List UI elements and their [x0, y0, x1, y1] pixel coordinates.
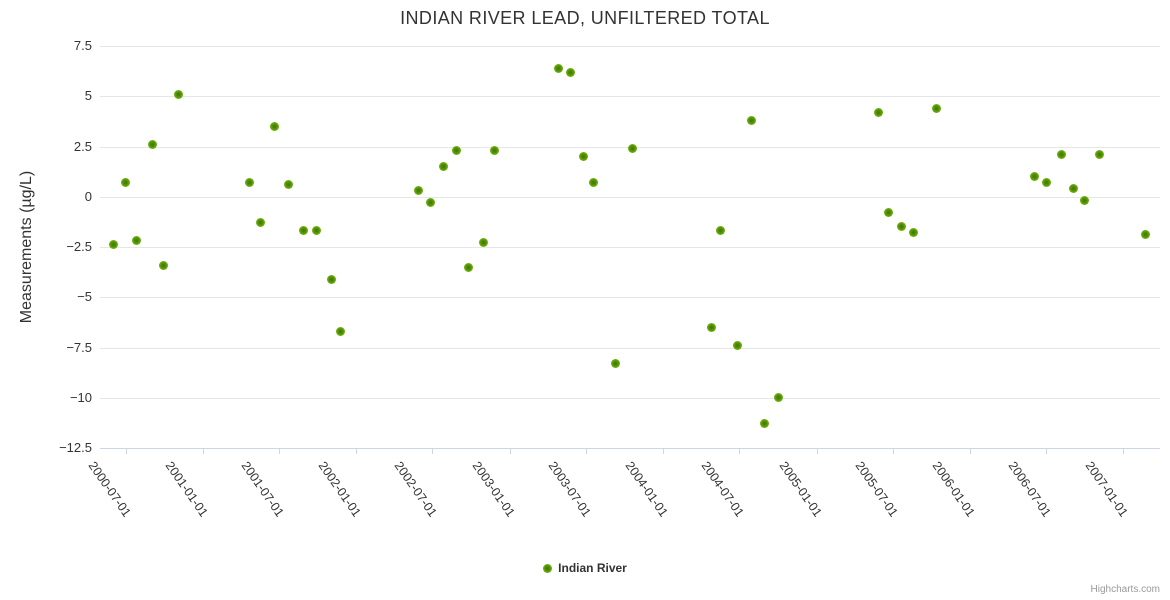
x-axis-label: 2004-01-01 — [622, 459, 671, 520]
data-point[interactable] — [108, 240, 118, 250]
x-axis-tick — [1046, 448, 1048, 454]
data-point[interactable] — [439, 162, 449, 172]
data-point[interactable] — [873, 107, 883, 117]
data-point[interactable] — [733, 340, 743, 350]
x-axis-tick — [892, 448, 894, 454]
x-axis-label: 2003-01-01 — [469, 459, 518, 520]
data-point[interactable] — [707, 322, 717, 332]
y-axis-label: 2.5 — [73, 138, 92, 154]
data-point[interactable] — [336, 326, 346, 336]
x-axis-label: 2000-07-01 — [85, 459, 134, 520]
data-point[interactable] — [566, 67, 576, 77]
data-point[interactable] — [1069, 184, 1079, 194]
x-axis-line — [100, 448, 1160, 449]
data-point[interactable] — [121, 178, 131, 188]
data-point[interactable] — [1030, 172, 1040, 182]
x-axis-tick — [662, 448, 664, 454]
data-point[interactable] — [884, 208, 894, 218]
data-point[interactable] — [897, 222, 907, 232]
x-axis-label: 2002-01-01 — [315, 459, 364, 520]
data-point[interactable] — [716, 226, 726, 236]
x-axis-label: 2007-01-01 — [1082, 459, 1132, 520]
y-axis-label: 7.5 — [73, 38, 92, 53]
legend-item-indian-river[interactable]: Indian River — [543, 561, 627, 575]
data-point[interactable] — [327, 274, 337, 284]
legend: Indian River — [0, 561, 1170, 575]
x-axis-label: 2005-01-01 — [776, 459, 825, 520]
gridline — [100, 196, 1160, 198]
gridline — [100, 347, 1160, 349]
x-axis-label: 2004-07-01 — [698, 459, 748, 520]
data-point[interactable] — [452, 146, 462, 156]
data-point[interactable] — [270, 121, 280, 131]
data-point[interactable] — [478, 238, 488, 248]
data-point[interactable] — [255, 218, 265, 228]
data-point[interactable] — [173, 89, 183, 99]
data-point[interactable] — [132, 236, 142, 246]
x-axis-tick — [125, 448, 127, 454]
data-point[interactable] — [489, 146, 499, 156]
gridline — [100, 96, 1160, 98]
x-axis-label: 2001-07-01 — [238, 459, 287, 520]
data-point[interactable] — [589, 178, 599, 188]
gridline — [100, 297, 1160, 299]
x-axis-tick — [432, 448, 434, 454]
y-axis-label: −12.5 — [59, 440, 92, 455]
gridline — [100, 397, 1160, 399]
data-point[interactable] — [1095, 150, 1104, 160]
data-point[interactable] — [245, 178, 255, 188]
gridline — [100, 46, 1160, 47]
data-point[interactable] — [463, 262, 473, 272]
series-marker-icon — [543, 563, 553, 573]
x-axis-label: 2002-07-01 — [391, 459, 440, 520]
data-point[interactable] — [426, 198, 436, 208]
y-axis-label: 0 — [84, 188, 92, 204]
y-axis-label: −2.5 — [66, 239, 92, 254]
data-point[interactable] — [610, 359, 620, 369]
data-point[interactable] — [413, 186, 423, 196]
y-axis-label: −10 — [69, 389, 92, 405]
x-axis-tick — [739, 448, 741, 454]
x-axis-tick — [509, 448, 511, 454]
data-point[interactable] — [284, 180, 294, 190]
gridline — [100, 247, 1160, 248]
x-axis-tick — [585, 448, 587, 454]
data-point[interactable] — [909, 228, 919, 238]
x-axis-label: 2001-01-01 — [162, 459, 211, 520]
data-point[interactable] — [1042, 178, 1052, 188]
chart-title: INDIAN RIVER LEAD, UNFILTERED TOTAL — [400, 8, 770, 28]
data-point[interactable] — [628, 144, 638, 153]
x-axis-label: 2006-01-01 — [929, 459, 978, 520]
data-point[interactable] — [1080, 196, 1090, 206]
x-axis-label: 2006-07-01 — [1005, 459, 1054, 520]
x-axis-tick — [1123, 448, 1125, 454]
y-axis-label: −7.5 — [66, 339, 92, 355]
data-point[interactable] — [931, 103, 941, 113]
data-point[interactable] — [760, 419, 770, 429]
x-axis-label: 2005-07-01 — [852, 459, 901, 520]
x-axis-tick — [356, 448, 358, 454]
y-axis-label: −5 — [77, 289, 92, 305]
legend-label: Indian River — [558, 561, 627, 575]
data-point[interactable] — [311, 226, 321, 236]
y-axis-label: 5 — [84, 88, 92, 104]
data-point[interactable] — [1140, 230, 1150, 240]
x-axis-label: 2003-07-01 — [545, 459, 594, 520]
data-point[interactable] — [1057, 150, 1067, 160]
x-axis-tick — [202, 448, 204, 454]
data-point[interactable] — [773, 393, 783, 403]
data-point[interactable] — [553, 63, 563, 73]
x-axis-tick — [970, 448, 972, 454]
x-axis-tick — [816, 448, 818, 454]
data-point[interactable] — [158, 260, 168, 270]
x-axis-tick — [278, 448, 280, 454]
highcharts-credit-link[interactable]: Highcharts.com — [1090, 584, 1160, 595]
data-point[interactable] — [299, 226, 309, 236]
data-point[interactable] — [148, 139, 158, 149]
data-point[interactable] — [746, 115, 756, 125]
data-point[interactable] — [578, 152, 588, 162]
